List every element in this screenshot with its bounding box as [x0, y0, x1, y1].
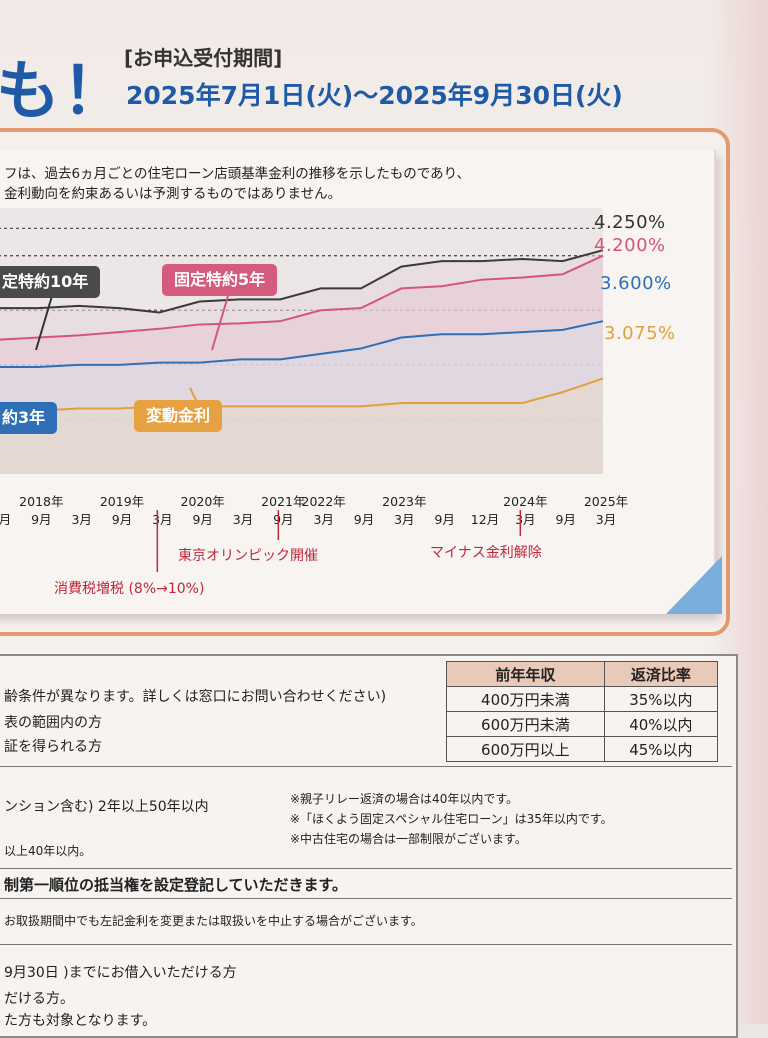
- end-label-variable: 3.075%: [604, 323, 676, 344]
- x-tick-month: 9月: [31, 512, 51, 527]
- row-divider: [0, 868, 732, 869]
- chart-note: フは、過去6ヵ月ごとの住宅ローン店頭基準金利の推移を示したものであり、 金利動向…: [4, 164, 470, 204]
- x-tick-month: 3月: [0, 512, 11, 527]
- tag-fixed-3y: 約3年: [0, 402, 58, 434]
- x-tick-month: 12月: [471, 512, 499, 527]
- x-tick-year: 2018年: [19, 494, 63, 509]
- x-tick-month: 3月: [233, 512, 253, 527]
- loan-term: ンション含む) 2年以上50年以内: [4, 799, 209, 815]
- end-label-fixed10: 4.250%: [594, 212, 666, 233]
- header-income: 前年年収: [446, 661, 605, 687]
- series-line-0: [0, 249, 604, 314]
- deadline-condition: 9月30日 )までにお借入いただける方: [4, 965, 237, 981]
- ratio-cell: 45%以内: [603, 736, 719, 762]
- row-divider: [0, 898, 732, 899]
- period-label: [お申込受付期間]: [124, 46, 283, 70]
- x-tick-year: 2021年: [261, 494, 305, 509]
- loan-term-note: 以上40年以内。: [4, 844, 92, 858]
- rate-chart: 3月 9月 2018年 3月 9月 2019年 3月 9月 2020年 3月 9月 2021年 3月 20…: [0, 208, 628, 572]
- event-tax: 消費税増税 (8%→10%): [54, 581, 205, 597]
- income-cell: 600万円未満: [446, 711, 605, 737]
- event-olympics: 東京オリンピック開催: [178, 548, 318, 564]
- tag-fixed-10y: 定特約10年: [0, 266, 101, 298]
- income-cell: 400万円未満: [446, 686, 605, 712]
- series-area-3: [0, 378, 603, 474]
- eligibility-line: だける方。: [4, 991, 74, 1007]
- tag-fixed-5y: 固定特約5年: [162, 264, 278, 296]
- tag-connector-fixed10: [35, 295, 53, 351]
- tag-connector-variable: [189, 387, 197, 401]
- x-tick-year: 2019年: [100, 494, 144, 509]
- x-tick-month: 3月: [515, 512, 535, 527]
- term-note-relay: ※親子リレー返済の場合は40年以内です。: [290, 792, 519, 806]
- table-row: 600万円以上 45%以内: [446, 736, 719, 762]
- repayment-ratio-table: 前年年収 返済比率 400万円未満 35%以内 600万円未満 40%以内 60…: [446, 661, 719, 762]
- x-tick-year: 2025年: [584, 494, 628, 509]
- scope-condition: 表の範囲内の方: [4, 715, 102, 731]
- table-row: 400万円未満 35%以内: [446, 686, 719, 712]
- end-label-fixed5: 4.200%: [594, 235, 666, 256]
- x-tick-month: 9月: [555, 512, 575, 527]
- end-label-fixed3: 3.600%: [600, 273, 672, 294]
- income-cell: 600万円以上: [446, 736, 605, 762]
- x-tick-year: 2020年: [181, 494, 225, 509]
- corner-triangle: [666, 556, 722, 614]
- header-ratio: 返済比率: [603, 661, 719, 687]
- tag-variable: 変動金利: [134, 400, 223, 432]
- mortgage-condition: 制第一順位の抵当権を設定登記していただきます。: [4, 876, 348, 894]
- x-tick-month: 9月: [434, 512, 454, 527]
- x-tick-year: 2024年: [503, 494, 547, 509]
- age-condition: 齢条件が異なります。詳しくは窓口にお問い合わせください): [4, 689, 387, 705]
- x-tick-year: 2022年: [302, 494, 346, 509]
- x-tick-month: 3月: [394, 512, 414, 527]
- headline: も！: [0, 55, 128, 129]
- x-tick-month: 3月: [596, 512, 616, 527]
- ratio-cell: 35%以内: [603, 686, 719, 712]
- term-note-special: ※「ほくよう固定スペシャル住宅ローン」は35年以内です。: [290, 812, 613, 826]
- event-negative-rate: マイナス金利解除: [430, 545, 542, 561]
- chart-note-line-2: 金利動向を約束あるいは予測するものではありません。: [4, 186, 342, 202]
- table-row: 600万円未満 40%以内: [446, 711, 719, 737]
- x-tick-month: 3月: [313, 512, 333, 527]
- series-line-1: [0, 254, 604, 341]
- row-divider: [0, 944, 732, 945]
- x-tick-year: 2023年: [382, 494, 426, 509]
- tag-connector-fixed5: [211, 295, 229, 351]
- chart-note-line-1: フは、過去6ヵ月ごとの住宅ローン店頭基準金利の推移を示したものであり、: [4, 166, 471, 182]
- ratio-cell: 40%以内: [603, 711, 719, 737]
- x-tick-month: 9月: [273, 512, 293, 527]
- row-divider: [0, 766, 732, 767]
- x-tick-month: 9月: [112, 512, 132, 527]
- period-value: 2025年7月1日(火)〜2025年9月30日(火): [126, 81, 623, 110]
- guarantee-condition: 証を得られる方: [4, 739, 102, 755]
- x-tick-month: 9月: [192, 512, 212, 527]
- table-header-row: 前年年収 返済比率: [446, 661, 719, 687]
- term-note-used: ※中古住宅の場合は一部制限がございます。: [290, 832, 527, 846]
- rate-change-note: お取扱期間中でも左記金利を変更または取扱いを中止する場合がございます。: [4, 914, 423, 928]
- x-tick-month: 3月: [71, 512, 91, 527]
- x-tick-month: 3月: [152, 512, 172, 527]
- x-tick-month: 9月: [354, 512, 374, 527]
- target-line: た方も対象となります。: [4, 1013, 157, 1029]
- series-line-3: [0, 377, 604, 412]
- series-line-2: [0, 320, 604, 369]
